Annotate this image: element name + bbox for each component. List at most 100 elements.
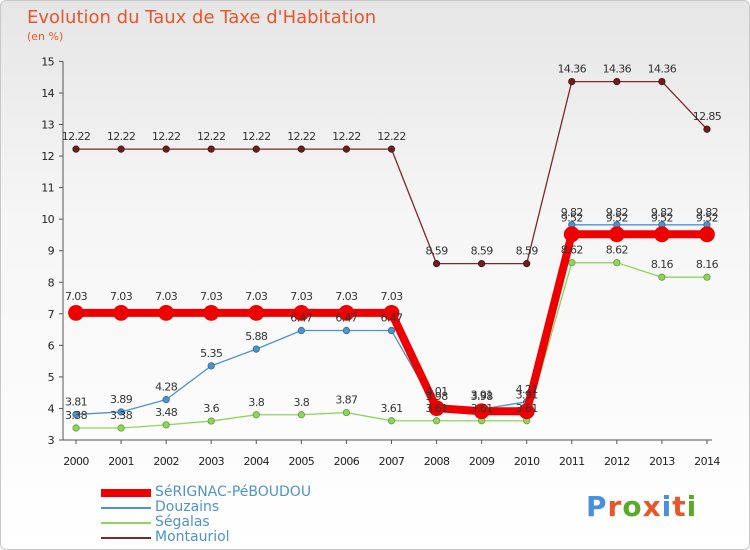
legend-label: Ségalas: [155, 514, 210, 530]
y-tick-label: 11: [41, 182, 54, 195]
data-label: 12.22: [242, 130, 271, 143]
series-point-2: [613, 259, 621, 267]
data-label: 6.47: [335, 312, 358, 325]
data-label: 3.38: [110, 409, 133, 422]
x-tick-label: 2013: [649, 455, 675, 468]
y-tick-label: 12: [41, 150, 54, 163]
legend-label: SéRIGNAC-PéBOUDOU: [155, 484, 312, 500]
series-point-3: [613, 77, 621, 86]
data-label: 7.03: [380, 290, 403, 303]
series-point-2: [568, 259, 576, 267]
x-tick-label: 2000: [63, 455, 89, 468]
series-point-3: [387, 145, 396, 153]
data-label: 4.01: [426, 385, 448, 398]
series-point-3: [342, 145, 351, 153]
series-point-3: [252, 145, 260, 153]
series-point-2: [117, 424, 125, 432]
chart-title: Evolution du Taux de Taxe d'Habitation: [27, 7, 377, 28]
series-point-3: [432, 260, 441, 268]
y-tick-label: 8: [48, 276, 55, 289]
x-tick-label: 2003: [198, 455, 224, 468]
data-label: 8.59: [471, 245, 494, 258]
x-tick-label: 2010: [514, 455, 540, 468]
data-label: 9.52: [561, 211, 583, 224]
data-label: 7.03: [110, 290, 133, 303]
series-point-0: [518, 403, 535, 420]
y-tick-label: 9: [48, 245, 55, 258]
series-point-0: [158, 304, 175, 321]
chart-axes: 3 4 5 6 7 8 9 10 11 12 13 14 15 2000 2001 2002 2003 2004 2…: [41, 55, 721, 468]
series-point-0: [428, 400, 445, 417]
data-label: 3.8: [293, 396, 309, 409]
series-point-0: [68, 304, 84, 321]
data-label: 6.47: [380, 312, 403, 325]
series-point-0: [563, 226, 580, 243]
x-tick-label: 2001: [108, 455, 134, 468]
series-point-2: [207, 417, 215, 425]
series-point-0: [473, 403, 490, 420]
x-tick-label: 2008: [424, 455, 450, 468]
data-label: 7.03: [200, 290, 223, 303]
x-tick-label: 2004: [243, 455, 269, 468]
y-tick-label: 13: [41, 119, 54, 132]
x-tick-label: 2006: [334, 455, 360, 468]
data-label: 8.59: [426, 245, 449, 258]
brand-letter: r: [607, 490, 623, 523]
data-label: 3.6: [203, 402, 219, 415]
y-tick-label: 15: [41, 55, 54, 68]
brand-letter: x: [642, 490, 662, 523]
x-tick-label: 2014: [694, 455, 720, 468]
series-point-0: [113, 304, 129, 321]
data-label: 7.03: [290, 290, 313, 303]
data-label: 3.38: [65, 409, 88, 422]
data-label: 9.52: [696, 211, 718, 224]
data-label: 3.81: [65, 395, 87, 408]
legend-swatch: [101, 507, 151, 509]
x-tick-label: 2011: [559, 455, 585, 468]
chart-series: [68, 77, 715, 432]
series-point-3: [162, 145, 170, 153]
data-label: 7.03: [245, 290, 268, 303]
y-tick-label: 6: [48, 339, 55, 352]
legend-label: Montauriol: [155, 529, 230, 545]
series-point-3: [703, 125, 711, 133]
series-point-0: [203, 304, 220, 321]
x-tick-label: 2005: [289, 455, 315, 468]
data-label: 14.36: [603, 63, 632, 76]
data-label: 3.8: [248, 396, 264, 409]
series-point-1: [72, 410, 80, 419]
y-tick-label: 10: [41, 213, 54, 226]
brand-letter: t: [672, 490, 687, 523]
series-point-1: [252, 345, 260, 353]
series-point-3: [523, 260, 531, 268]
series-point-1: [207, 362, 215, 370]
series-point-0: [383, 304, 400, 321]
data-label: 7.03: [335, 290, 358, 303]
data-label: 8.62: [606, 244, 628, 257]
series-point-2: [162, 421, 170, 429]
series-point-1: [342, 326, 351, 335]
data-label: 12.22: [287, 130, 316, 143]
data-label: 12.22: [62, 130, 91, 143]
y-tick-label: 3: [48, 434, 55, 447]
series-point-3: [297, 145, 305, 153]
data-label: 9.82: [651, 206, 673, 219]
y-tick-label: 14: [41, 87, 54, 100]
y-tick-label: 5: [48, 371, 55, 384]
data-label: 14.36: [648, 63, 677, 76]
brand-letter: o: [622, 490, 643, 523]
series-point-2: [703, 273, 711, 281]
series-point-3: [568, 77, 576, 86]
data-label: 7.03: [155, 290, 178, 303]
series-point-1: [117, 408, 125, 416]
series-point-0: [608, 226, 625, 243]
series-point-2: [342, 408, 351, 417]
series-point-0: [654, 226, 670, 243]
y-tick-label: 7: [48, 308, 55, 321]
brand-logo: Proxiti: [586, 490, 697, 523]
series-point-0: [338, 304, 355, 321]
data-label: 12.22: [332, 130, 361, 143]
legend-label: Douzains: [155, 499, 220, 515]
data-label: 3.61: [426, 402, 448, 415]
data-label: 4.21: [516, 383, 538, 396]
